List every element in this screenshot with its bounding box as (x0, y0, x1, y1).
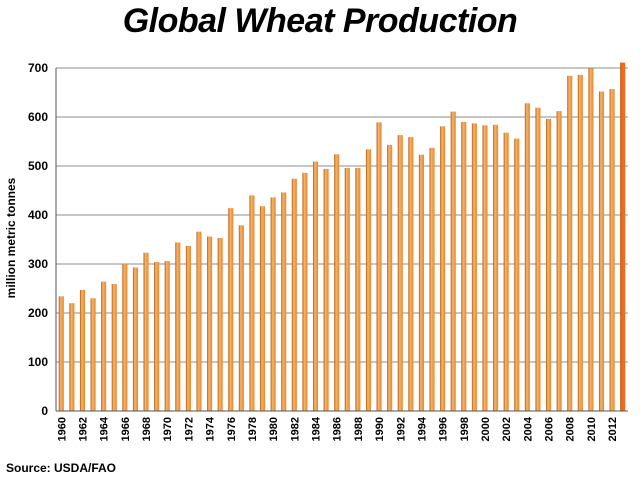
bar-1979 (260, 206, 266, 411)
source-note: Source: USDA/FAO (6, 461, 117, 475)
bar-2009 (577, 74, 583, 412)
chart-title: Global Wheat Production (122, 2, 518, 40)
bar-1963 (90, 298, 96, 411)
x-tick-label-2002: 2002 (501, 417, 513, 441)
bar-2013 (620, 62, 626, 412)
bar-1966 (122, 264, 128, 411)
bar-2002 (503, 132, 509, 411)
bar-1983 (302, 172, 308, 411)
bar-1981 (281, 192, 287, 411)
bar-1975 (217, 238, 223, 411)
bar-2012 (609, 89, 615, 411)
x-tick-label-1976: 1976 (226, 417, 238, 441)
bar-1960 (58, 296, 64, 411)
bar-1987 (344, 167, 350, 411)
y-tick-label-100: 100 (28, 355, 48, 369)
x-tick-label-1990: 1990 (374, 417, 386, 441)
bar-1977 (238, 225, 244, 411)
axes (55, 68, 628, 412)
bar-2008 (567, 75, 573, 411)
bar-1990 (376, 122, 382, 411)
x-tick-label-1970: 1970 (162, 417, 174, 441)
bar-1996 (440, 126, 446, 411)
bar-1998 (461, 121, 467, 412)
bar-1988 (355, 167, 361, 411)
x-tick-label-2004: 2004 (522, 416, 534, 441)
bar-1999 (471, 123, 477, 412)
gridlines (56, 67, 628, 363)
x-tick-label-1982: 1982 (289, 417, 301, 441)
bar-1982 (291, 178, 297, 411)
y-tick-label-600: 600 (28, 110, 48, 124)
bar-1967 (132, 267, 138, 411)
bar-1992 (397, 135, 403, 411)
bar-1991 (387, 144, 393, 411)
bar-1964 (101, 281, 107, 411)
x-tick-label-2012: 2012 (607, 417, 619, 441)
y-tick-label-200: 200 (28, 306, 48, 320)
bar-1994 (418, 154, 424, 412)
bar-1974 (207, 236, 213, 411)
bar-2000 (482, 125, 488, 411)
bar-1986 (334, 154, 340, 412)
bar-1969 (154, 262, 160, 411)
bar-2011 (598, 91, 605, 412)
y-tick-label-300: 300 (28, 257, 48, 271)
bar-2004 (524, 103, 530, 411)
bar-1961 (69, 303, 75, 411)
x-tick-label-1968: 1968 (141, 417, 153, 441)
bar-1972 (185, 245, 191, 411)
x-tick-label-2010: 2010 (586, 417, 598, 441)
x-tick-label-1992: 1992 (395, 417, 407, 441)
x-tick-label-1960: 1960 (56, 417, 68, 441)
bar-1971 (175, 242, 181, 411)
bar-1989 (365, 149, 372, 411)
x-tick-label-1964: 1964 (99, 416, 111, 441)
x-tick-label-1994: 1994 (416, 416, 428, 441)
bar-1984 (312, 161, 319, 411)
bar-1965 (111, 284, 117, 411)
bar-1968 (143, 252, 149, 411)
x-tick-label-1988: 1988 (353, 417, 365, 441)
bar-1970 (164, 261, 170, 411)
y-tick-label-500: 500 (28, 159, 48, 173)
bar-2006 (546, 118, 552, 412)
y-tick-label-0: 0 (41, 404, 48, 418)
x-tick-label-1986: 1986 (332, 417, 344, 441)
x-tick-label-1980: 1980 (268, 417, 280, 441)
bar-1962 (79, 289, 86, 411)
x-tick-label-2008: 2008 (565, 417, 577, 441)
bar-1973 (196, 231, 202, 411)
x-tick-label-2000: 2000 (480, 417, 492, 441)
bar-2001 (493, 124, 499, 411)
y-axis-title: million metric tonnes (4, 177, 18, 298)
x-tick-label-1978: 1978 (247, 417, 259, 441)
bar-1976 (228, 208, 234, 411)
bar-1980 (270, 197, 276, 411)
y-tick-label-400: 400 (28, 208, 48, 222)
bar-1985 (323, 168, 329, 411)
bar-1993 (408, 137, 414, 411)
bar-2010 (588, 68, 594, 412)
x-tick-label-1974: 1974 (205, 416, 217, 441)
x-tick-label-1962: 1962 (77, 417, 89, 441)
bar-1978 (249, 195, 255, 411)
x-tick-label-2006: 2006 (544, 417, 556, 441)
y-tick-labels: 0 100 200 300 400 500 600 700 (28, 61, 48, 418)
bar-2005 (535, 107, 541, 411)
y-tick-label-700: 700 (28, 61, 48, 75)
x-tick-label-1966: 1966 (120, 417, 132, 441)
bar-1995 (429, 147, 435, 411)
bar-2007 (556, 111, 562, 412)
x-tick-labels: 1960 1962 1964 1966 1968 1970 1972 1974 1976 1978… (56, 416, 619, 441)
bars (58, 62, 626, 412)
x-tick-label-1996: 1996 (438, 417, 450, 441)
x-tick-label-1984: 1984 (311, 416, 323, 441)
x-tick-label-1998: 1998 (459, 417, 471, 441)
bar-1997 (450, 111, 456, 412)
x-tick-label-1972: 1972 (183, 417, 195, 441)
bar-2003 (514, 138, 520, 411)
